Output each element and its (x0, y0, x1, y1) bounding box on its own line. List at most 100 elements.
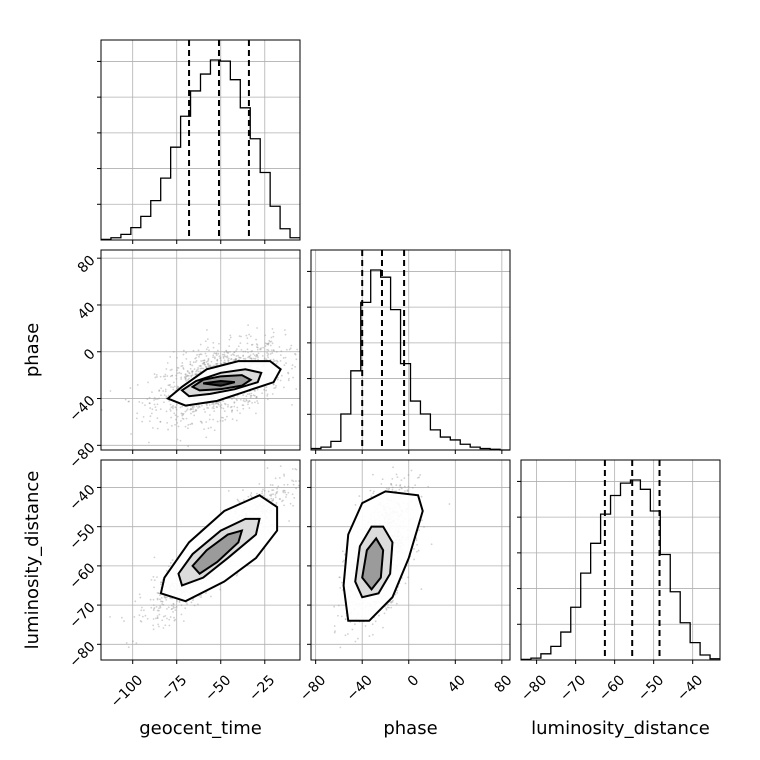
sample-point (256, 348, 259, 351)
sample-point (151, 426, 154, 429)
sample-point (255, 395, 258, 398)
sample-point (257, 352, 260, 355)
sample-point (240, 348, 243, 351)
sample-point (216, 420, 219, 423)
y-tick-label: −40 (66, 482, 98, 514)
sample-point (177, 425, 180, 428)
sample-point (354, 503, 357, 506)
sample-point (220, 359, 222, 362)
sample-point (219, 356, 222, 359)
x-tick-label: −25 (246, 672, 278, 704)
sample-point (215, 402, 218, 404)
sample-point (275, 362, 278, 365)
sample-point (215, 352, 218, 355)
sample-point (231, 409, 233, 412)
sample-point (192, 408, 195, 410)
panel-frame (310, 249, 511, 451)
sample-point (165, 368, 168, 370)
sample-point (216, 406, 219, 409)
sample-point (164, 378, 166, 381)
sample-point (175, 406, 177, 409)
sample-point (285, 496, 287, 498)
sample-point (261, 492, 263, 495)
sample-point (188, 371, 190, 374)
sample-point (391, 486, 394, 489)
sample-point (272, 499, 274, 502)
sample-point (228, 338, 231, 341)
sample-point (283, 489, 286, 492)
sample-point (240, 335, 242, 338)
sample-point (267, 342, 270, 345)
sample-point (167, 384, 170, 387)
sample-point (195, 369, 198, 372)
sample-point (156, 617, 159, 620)
sample-point (233, 405, 236, 408)
sample-point (231, 409, 234, 412)
sample-point (337, 604, 340, 607)
sample-point (256, 400, 259, 402)
sample-point (156, 597, 159, 600)
sample-point (203, 361, 205, 364)
sample-point (295, 480, 297, 482)
sample-point (222, 357, 225, 359)
sample-point (200, 360, 203, 362)
sample-point (254, 401, 256, 404)
sample-point (191, 423, 193, 425)
sample-point (221, 420, 224, 422)
sample-point (207, 346, 209, 349)
sample-point (203, 363, 206, 366)
sample-point (195, 405, 198, 408)
x-tick-label: −50 (635, 672, 667, 704)
sample-point (136, 412, 139, 415)
sample-point (262, 494, 264, 497)
sample-point (282, 490, 284, 492)
sample-point (180, 378, 183, 380)
histogram-step (101, 59, 300, 241)
sample-point (153, 399, 156, 401)
sample-point (170, 416, 173, 419)
sample-point (195, 359, 198, 362)
sample-point (415, 537, 418, 540)
sample-point (159, 408, 162, 410)
sample-point (242, 350, 245, 353)
sample-point (198, 406, 201, 408)
sample-point (287, 379, 290, 382)
sample-point (276, 490, 279, 493)
sample-point (176, 372, 179, 375)
sample-point (269, 494, 271, 497)
sample-point (255, 412, 257, 415)
sample-point (152, 618, 155, 620)
sample-point (135, 417, 138, 420)
sample-point (307, 362, 309, 364)
sample-point (385, 487, 388, 490)
sample-point (165, 599, 168, 601)
sample-point (191, 410, 194, 413)
sample-point (272, 335, 275, 338)
sample-point (150, 412, 153, 415)
sample-point (162, 390, 165, 392)
sample-point (168, 624, 171, 627)
sample-point (161, 600, 164, 603)
sample-point (205, 355, 208, 357)
sample-point (177, 367, 180, 369)
sample-point (233, 351, 236, 353)
sample-point (199, 353, 202, 356)
sample-point (156, 376, 158, 378)
sample-point (262, 346, 264, 349)
sample-point (230, 357, 233, 360)
sample-point (236, 406, 239, 409)
sample-point (199, 370, 202, 373)
sample-point (272, 349, 275, 351)
sample-point (275, 492, 278, 495)
sample-point (172, 386, 174, 389)
sample-point (283, 475, 286, 477)
sample-point (167, 565, 170, 568)
sample-point (197, 406, 199, 409)
sample-point (341, 560, 344, 563)
sample-point (371, 623, 374, 626)
sample-point (149, 415, 152, 418)
sample-point (197, 366, 199, 369)
sample-point (178, 371, 181, 374)
sample-point (293, 497, 296, 499)
sample-point (298, 480, 300, 482)
